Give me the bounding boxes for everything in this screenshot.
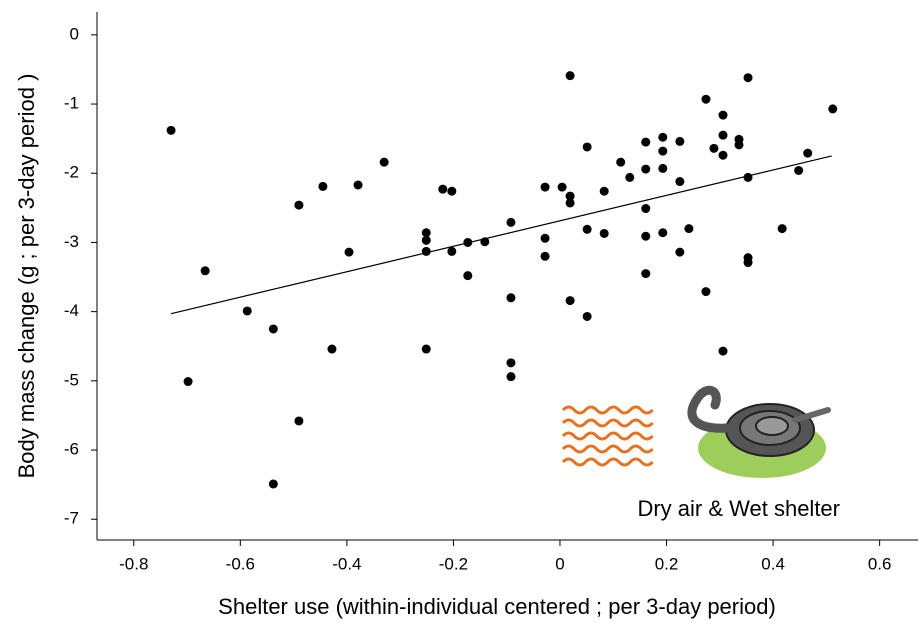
point: [480, 237, 490, 247]
x-axis-title: Shelter use (within-individual centered …: [218, 594, 776, 619]
x-tick-label: -0.8: [119, 554, 148, 573]
point: [294, 416, 304, 426]
point: [658, 132, 668, 142]
snake-icon: [687, 385, 831, 478]
point: [701, 94, 711, 104]
point: [447, 186, 457, 196]
point: [344, 247, 354, 257]
point: [540, 251, 550, 261]
point: [421, 344, 431, 354]
x-tick-label: -0.4: [332, 554, 361, 573]
point: [421, 235, 431, 245]
point: [641, 231, 651, 241]
y-tick-label: -6: [64, 440, 79, 459]
point: [641, 164, 651, 174]
point: [557, 182, 567, 192]
point: [718, 346, 728, 356]
point: [675, 136, 685, 146]
point: [294, 200, 304, 210]
y-tick-label: 0: [70, 24, 79, 43]
point: [599, 228, 609, 238]
y-axis-title: Body mass change (g ; per 3-day period ): [14, 74, 39, 479]
x-tick-label: 0.4: [761, 554, 785, 573]
point: [379, 157, 389, 167]
point: [463, 237, 473, 247]
x-tick-label: 0.2: [655, 554, 679, 573]
point: [743, 73, 753, 83]
point: [684, 224, 694, 234]
y-tick-label: -2: [64, 163, 79, 182]
point: [540, 182, 550, 192]
point: [506, 217, 516, 227]
point: [718, 150, 728, 160]
point: [658, 163, 668, 173]
point: [625, 172, 635, 182]
point: [734, 140, 744, 150]
point: [565, 296, 575, 306]
x-tick-label: 0.6: [868, 554, 892, 573]
y-tick-label: -4: [64, 301, 79, 320]
x-tick-label: 0: [555, 554, 564, 573]
point: [743, 172, 753, 182]
point: [743, 258, 753, 268]
point: [200, 266, 210, 276]
point: [641, 204, 651, 214]
point: [268, 324, 278, 334]
illustration: [561, 385, 831, 478]
point: [641, 269, 651, 279]
point: [675, 177, 685, 187]
y-tick-label: -3: [64, 232, 79, 251]
point: [183, 377, 193, 387]
point: [166, 125, 176, 135]
point: [463, 271, 473, 281]
point: [582, 142, 592, 152]
wave-icon: [561, 405, 654, 467]
point: [718, 130, 728, 140]
point: [616, 157, 626, 167]
point: [641, 137, 651, 147]
trend-line: [170, 155, 832, 315]
point: [718, 110, 728, 120]
point: [318, 181, 328, 191]
point: [777, 224, 787, 234]
point: [565, 198, 575, 208]
y-tick-label: -5: [64, 370, 79, 389]
y-tick-label: -7: [64, 509, 79, 528]
point: [582, 311, 592, 321]
point: [582, 224, 592, 234]
x-tick-label: -0.6: [226, 554, 255, 573]
point: [506, 372, 516, 382]
point: [803, 148, 813, 158]
point: [268, 479, 278, 489]
point: [794, 165, 804, 175]
point: [506, 358, 516, 368]
point: [701, 287, 711, 297]
point: [438, 184, 448, 194]
point: [353, 180, 363, 190]
y-tick-label: -1: [64, 94, 79, 113]
x-tick-label: -0.2: [439, 554, 468, 573]
point: [658, 228, 668, 238]
point: [421, 246, 431, 256]
point: [540, 233, 550, 243]
point: [327, 344, 337, 354]
annotation: Dry air & Wet shelter: [637, 496, 840, 521]
point: [447, 246, 457, 256]
point: [599, 186, 609, 196]
point: [421, 228, 431, 238]
point: [506, 293, 516, 303]
point: [675, 247, 685, 257]
point: [709, 143, 719, 153]
point: [658, 146, 668, 156]
point: [565, 191, 575, 201]
point: [242, 306, 252, 316]
point: [565, 71, 575, 81]
point: [828, 104, 838, 114]
